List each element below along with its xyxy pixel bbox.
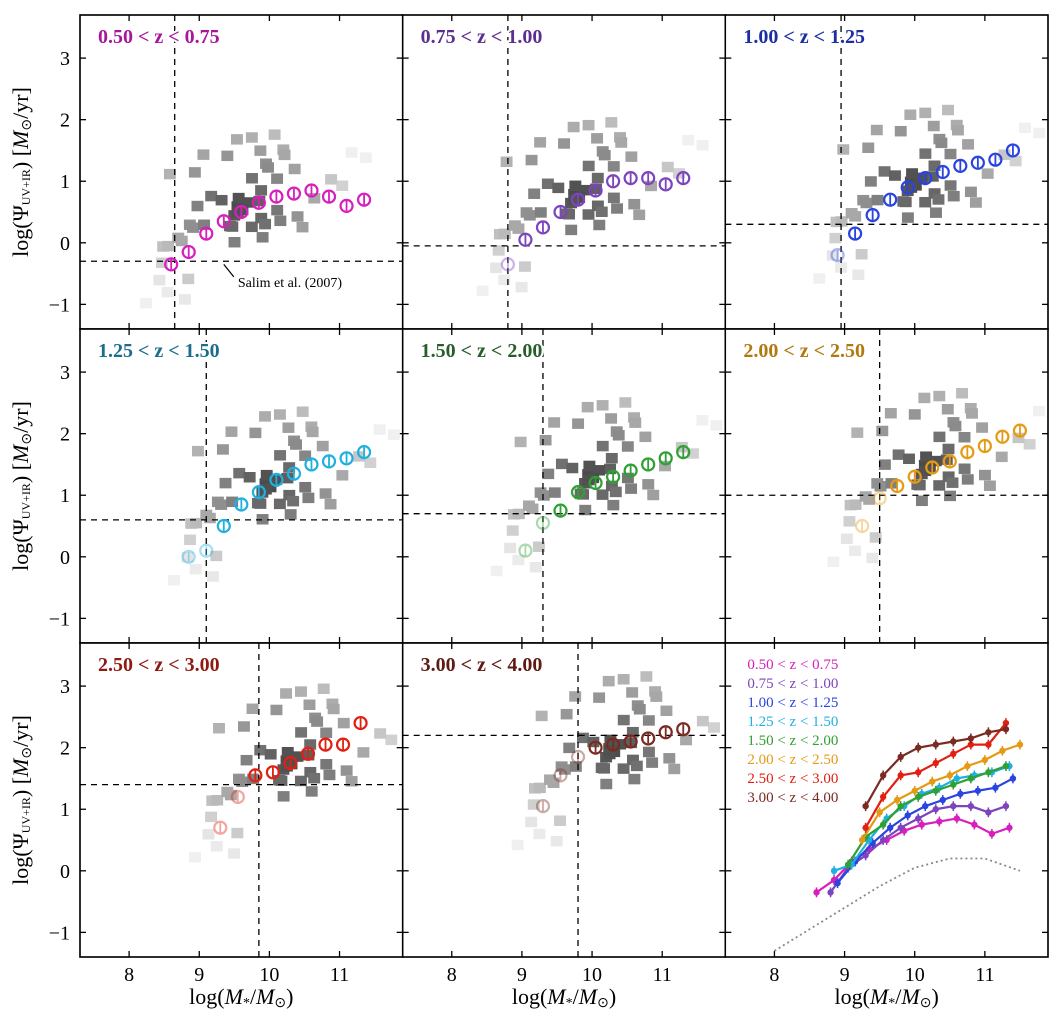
svg-text:3: 3 (60, 676, 70, 698)
svg-text:9: 9 (194, 964, 204, 986)
legend-item: 1.50 < z < 2.00 (747, 733, 838, 749)
chart-panel: 8910113.00 < z < 4.003.00 < z < 4.00log(… (403, 643, 726, 1011)
panel-title: 1.25 < z < 1.50 (98, 340, 220, 362)
svg-text:3: 3 (60, 48, 70, 70)
svg-text:2: 2 (60, 738, 70, 760)
legend-item: 0.50 < z < 0.75 (747, 657, 838, 673)
figure-svg: −1 0 1 2 3 0.50 < z < 0.75 0.50 < z < 0.75 Sali… (0, 0, 1058, 1022)
svg-text:1: 1 (60, 171, 70, 193)
legend-item: 0.75 < z < 1.00 (747, 676, 838, 692)
legend-item: 2.50 < z < 3.00 (747, 771, 838, 787)
chart-panel: −101230.50 < z < 0.750.50 < z < 0.75Sali… (8, 15, 403, 329)
svg-text:9: 9 (840, 964, 850, 986)
legend-item: 1.00 < z < 1.25 (747, 695, 838, 711)
figure-container: −1 0 1 2 3 0.50 < z < 0.75 0.50 < z < 0.75 Sali… (0, 0, 1058, 1022)
annotation-text: Salim et al. (2007) (238, 276, 343, 291)
svg-text:0: 0 (60, 547, 70, 569)
svg-text:8: 8 (769, 964, 779, 986)
summary-panel: 8 9 10 11 0.50 < z < 0.75 0.75 < z < 1.00 1.00… (725, 643, 1048, 1011)
chart-panel: −101231.25 < z < 1.501.25 < z < 1.50log(… (8, 329, 403, 643)
chart-panel: 1.50 < z < 2.001.50 < z < 2.00 (403, 329, 726, 643)
panel-title: 1.50 < z < 2.00 (421, 340, 543, 362)
y-axis-label: log(ΨUV+IR) [M⊙/yr] (8, 87, 35, 257)
y-axis-label: log(ΨUV+IR) [M⊙/yr] (8, 715, 35, 885)
svg-text:10: 10 (905, 964, 925, 986)
panel-title: 0.50 < z < 0.75 (98, 26, 220, 48)
panel-title: 2.00 < z < 2.50 (743, 340, 865, 362)
svg-text:1: 1 (60, 485, 70, 507)
chart-panel: 891011−101232.50 < z < 3.002.50 < z < 3.… (8, 643, 403, 1011)
panel-title: 1.00 < z < 1.25 (743, 26, 865, 48)
svg-text:10: 10 (259, 964, 279, 986)
svg-text:1: 1 (60, 799, 70, 821)
legend-item: 1.25 < z < 1.50 (747, 714, 838, 730)
x-axis-label: log(M*/M⊙) (189, 984, 293, 1011)
svg-text:3: 3 (60, 362, 70, 384)
x-axis-label: log(M*/M⊙) (512, 984, 616, 1011)
chart-panel: 0.75 < z < 1.000.75 < z < 1.00 (403, 15, 726, 329)
svg-text:−1: −1 (49, 922, 70, 944)
panel-title: 3.00 < z < 4.00 (421, 654, 543, 676)
panel-title: 2.50 < z < 3.00 (98, 654, 220, 676)
chart-panel: 2.00 < z < 2.502.00 < z < 2.50 (725, 329, 1048, 643)
svg-text:0: 0 (60, 861, 70, 883)
panel-title: 0.75 < z < 1.00 (421, 26, 543, 48)
legend-item: 3.00 < z < 4.00 (747, 790, 838, 806)
svg-text:2: 2 (60, 110, 70, 132)
svg-text:9: 9 (517, 964, 527, 986)
svg-text:10: 10 (582, 964, 602, 986)
legend-item: 2.00 < z < 2.50 (747, 752, 838, 768)
svg-text:−1: −1 (49, 608, 70, 630)
svg-text:8: 8 (124, 964, 134, 986)
chart-panel: 1.00 < z < 1.251.00 < z < 1.25 (725, 15, 1048, 329)
svg-text:0: 0 (60, 233, 70, 255)
svg-text:11: 11 (653, 964, 672, 986)
svg-text:11: 11 (975, 964, 994, 986)
svg-text:11: 11 (330, 964, 349, 986)
svg-text:2: 2 (60, 424, 70, 446)
y-axis-label: log(ΨUV+IR) [M⊙/yr] (8, 401, 35, 571)
svg-text:−1: −1 (49, 294, 70, 316)
x-axis-label: log(M*/M⊙) (835, 984, 939, 1011)
svg-text:8: 8 (447, 964, 457, 986)
